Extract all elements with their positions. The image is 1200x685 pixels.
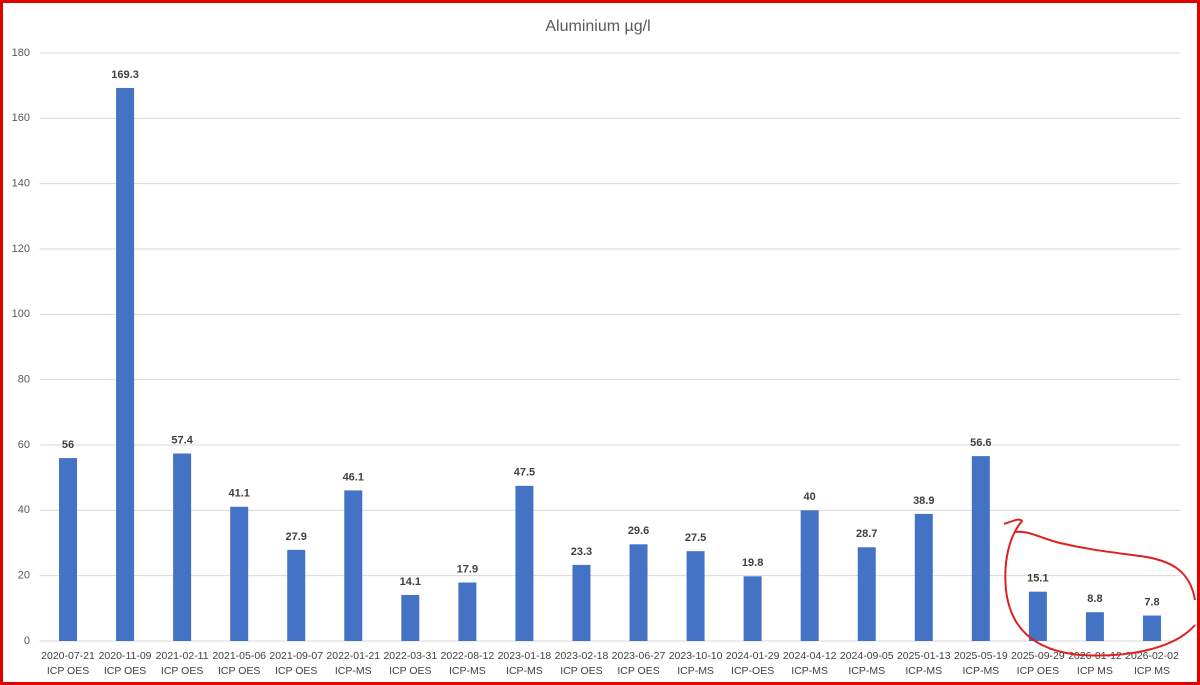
bar <box>344 490 363 641</box>
data-label: 29.6 <box>628 525 649 537</box>
x-tick-label: ICP-MS <box>848 665 885 677</box>
y-tick-label: 60 <box>18 439 30 451</box>
x-tick-label: ICP OES <box>218 665 260 677</box>
x-tick-label: ICP-MS <box>449 665 486 677</box>
data-label: 28.7 <box>856 528 877 540</box>
x-tick-label: ICP-MS <box>506 665 543 677</box>
y-tick-label: 80 <box>18 374 30 386</box>
x-tick-label: ICP-MS <box>791 665 828 677</box>
bar <box>59 458 78 641</box>
x-tick-label: 2024-01-29 <box>726 650 780 662</box>
data-label: 19.8 <box>742 557 763 569</box>
x-tick-label: 2025-09-29 <box>1011 650 1065 662</box>
data-label: 41.1 <box>228 488 249 500</box>
x-tick-label: 2025-05-19 <box>954 650 1008 662</box>
y-tick-label: 0 <box>24 635 30 647</box>
x-tick-label: ICP-MS <box>905 665 942 677</box>
data-label: 46.1 <box>343 471 364 483</box>
data-label: 7.8 <box>1144 596 1159 608</box>
data-label: 14.1 <box>400 576 421 588</box>
x-tick-label: 2022-01-21 <box>326 650 380 662</box>
y-tick-label: 160 <box>12 112 30 124</box>
x-tick-label: 2023-10-10 <box>669 650 723 662</box>
bar <box>401 594 420 641</box>
data-label: 40 <box>804 491 816 503</box>
data-label: 8.8 <box>1087 593 1102 605</box>
bar <box>743 576 762 641</box>
bar <box>572 564 591 641</box>
x-tick-label: ICP OES <box>47 665 89 677</box>
x-tick-label: ICP OES <box>1017 665 1059 677</box>
x-tick-label: ICP-OES <box>731 665 774 677</box>
bar <box>515 485 534 641</box>
data-label: 17.9 <box>457 563 478 575</box>
x-tick-label: ICP MS <box>1134 665 1170 677</box>
bar <box>857 547 876 641</box>
bar <box>914 513 933 641</box>
data-label: 47.5 <box>514 467 535 479</box>
y-tick-label: 20 <box>18 570 30 582</box>
data-label: 56.6 <box>970 437 991 449</box>
x-tick-label: 2023-01-18 <box>498 650 552 662</box>
y-tick-label: 120 <box>12 243 30 255</box>
data-label: 15.1 <box>1027 573 1048 585</box>
x-tick-label: ICP OES <box>560 665 602 677</box>
bar <box>1085 612 1104 641</box>
y-tick-label: 100 <box>12 308 30 320</box>
bar <box>287 549 306 641</box>
bar <box>629 544 648 641</box>
x-tick-label: 2023-06-27 <box>612 650 666 662</box>
data-label: 57.4 <box>171 434 193 446</box>
plot: 0 20 40 60 80 100 120 140 160 180 56 2020-07-21 ICP … <box>12 47 1181 677</box>
x-tick-label: 2023-02-18 <box>555 650 609 662</box>
x-tick-label: ICP-MS <box>962 665 999 677</box>
bar <box>1028 591 1047 641</box>
data-label: 27.5 <box>685 532 706 544</box>
x-tick-label: 2026-02-02 <box>1125 650 1179 662</box>
x-tick-label: 2022-03-31 <box>383 650 437 662</box>
bar <box>686 551 705 641</box>
bar <box>971 456 990 641</box>
x-tick-label: 2025-01-13 <box>897 650 951 662</box>
bar <box>116 87 135 642</box>
y-tick-label: 180 <box>12 47 30 59</box>
chart-title: Aluminium µg/l <box>545 18 650 35</box>
data-label: 38.9 <box>913 495 934 507</box>
x-tick-label: 2020-07-21 <box>41 650 95 662</box>
hand-drawn-circle <box>1003 518 1196 657</box>
x-tick-label: ICP OES <box>389 665 431 677</box>
bar <box>458 582 477 641</box>
x-tick-label: 2024-09-05 <box>840 650 894 662</box>
x-tick-label: 2020-11-09 <box>99 650 152 662</box>
x-tick-label: 2021-05-06 <box>212 650 266 662</box>
x-tick-label: 2021-09-07 <box>269 650 323 662</box>
x-tick-label: 2022-08-12 <box>441 650 495 662</box>
bar <box>173 453 192 641</box>
data-label: 23.3 <box>571 546 592 558</box>
bar <box>1142 615 1161 641</box>
data-label: 56 <box>62 439 74 451</box>
x-tick-label: ICP MS <box>1077 665 1113 677</box>
bar <box>230 506 249 641</box>
x-tick-label: ICP OES <box>161 665 203 677</box>
data-label: 169.3 <box>111 69 139 81</box>
x-tick-label: ICP-MS <box>335 665 372 677</box>
x-tick-label: ICP OES <box>275 665 317 677</box>
bar <box>800 510 819 641</box>
y-tick-label: 40 <box>18 504 30 516</box>
x-tick-label: 2021-02-11 <box>156 650 209 662</box>
x-tick-label: ICP-MS <box>677 665 714 677</box>
y-tick-label: 140 <box>12 178 30 190</box>
data-label: 27.9 <box>286 531 307 543</box>
x-tick-label: 2024-04-12 <box>783 650 837 662</box>
x-tick-label: ICP OES <box>104 665 146 677</box>
x-tick-label: ICP OES <box>617 665 659 677</box>
